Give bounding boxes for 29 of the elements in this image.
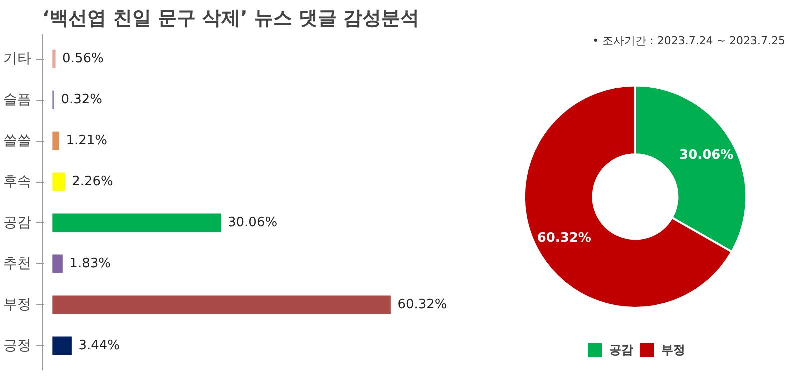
data-label: 60.32% <box>398 297 448 312</box>
bar <box>52 336 72 356</box>
data-label: 1.21% <box>66 134 108 149</box>
y-tick-label: 긍정 <box>4 338 32 354</box>
data-label: 1.83% <box>70 256 111 272</box>
y-tick-label: 부정 <box>4 296 32 313</box>
bar <box>52 296 391 314</box>
data-label: 3.44% <box>78 338 120 354</box>
legend-label: 공감 <box>610 342 634 358</box>
data-label: 2.26% <box>72 174 114 190</box>
bar <box>52 254 63 274</box>
y-tick-label: 후속 <box>4 174 32 190</box>
data-label: 30.06% <box>228 215 278 230</box>
y-tick-label: 공감 <box>4 214 32 231</box>
bar <box>52 214 222 232</box>
data-label: 0.32% <box>61 92 103 108</box>
data-label: 60.32% <box>537 231 592 246</box>
bar <box>52 50 56 68</box>
y-tick-label: 기타 <box>4 51 32 68</box>
y-tick-label: 슬픔 <box>4 92 32 108</box>
bar <box>52 132 60 150</box>
data-label: 0.56% <box>62 52 104 67</box>
text: • 조사기간 : 2023.7.24 ~ 2023.7.25 <box>592 34 786 48</box>
data-label: 30.06% <box>680 148 734 163</box>
chart-title: ‘백선엽 친일 문구 삭제’ 뉴스 댓글 감성분석 <box>42 8 420 30</box>
bar <box>52 172 66 192</box>
legend-label: 부정 <box>662 342 686 358</box>
y-tick-label: 추천 <box>4 256 32 272</box>
y-tick-label: 쓸쓸 <box>4 133 32 150</box>
